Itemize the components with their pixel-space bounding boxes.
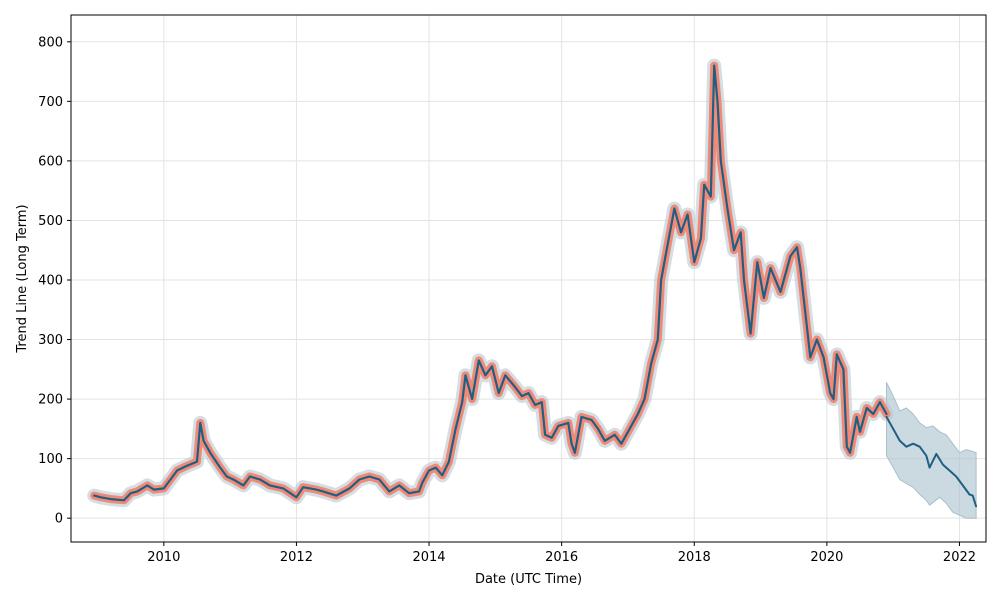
historical-trend-line <box>93 64 888 502</box>
forecast-confidence-band <box>886 382 977 519</box>
x-tick-label: 2020 <box>810 550 843 565</box>
y-tick-label: 400 <box>38 273 63 288</box>
y-tick-label: 200 <box>38 393 63 408</box>
y-tick-label: 100 <box>38 452 63 467</box>
y-tick-label: 800 <box>38 35 63 50</box>
series-layer <box>87 58 978 519</box>
y-tick-label: 0 <box>55 512 63 527</box>
ticks: 2010 2012 2014 2016 2018 2020 2022 0 100 200 300 40… <box>38 35 976 565</box>
y-tick-label: 700 <box>38 95 63 110</box>
x-tick-label: 2014 <box>412 550 445 565</box>
y-tick-label: 500 <box>38 214 63 229</box>
x-axis-label: Date (UTC Time) <box>475 572 582 587</box>
y-tick-label: 600 <box>38 154 63 169</box>
x-tick-label: 2012 <box>280 550 313 565</box>
y-axis-label: Trend Line (Long Term) <box>15 204 30 353</box>
y-tick-label: 300 <box>38 333 63 348</box>
x-tick-label: 2022 <box>943 550 976 565</box>
x-tick-label: 2018 <box>678 550 711 565</box>
plot-frame <box>70 14 987 543</box>
x-tick-label: 2010 <box>147 550 180 565</box>
forecast-trend-line <box>885 415 978 508</box>
x-tick-label: 2016 <box>545 550 578 565</box>
